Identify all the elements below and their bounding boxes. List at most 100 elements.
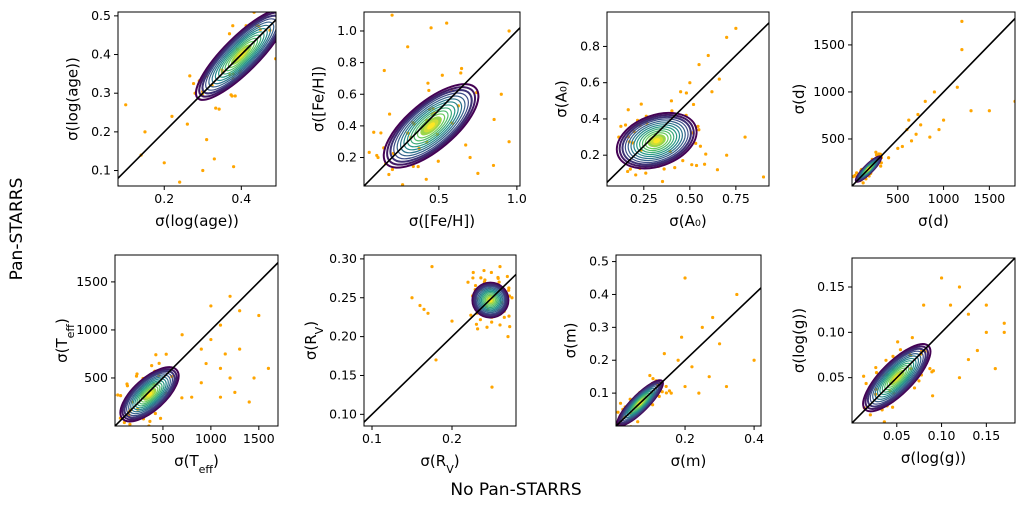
scatter-point [700,325,704,329]
scatter-point [694,141,698,145]
scatter-point [489,270,493,275]
density-contour [476,286,504,314]
scatter-point [229,93,233,97]
scatter-point [205,138,209,142]
scatter-point [636,420,640,424]
figure-xlabel: No Pan-STARRS [450,480,581,500]
subplot-6: 0.1 0.2 0.10 0.15 0.20 0.25 0.30 σ(RV) σ(RV) [302,251,517,476]
scatter-point [507,314,511,318]
scatter-point [923,99,927,103]
scatter-point [619,124,623,128]
scatter-point [293,36,296,39]
y-tick-label: 0.20 [329,329,357,344]
y-axis-label: σ([Fe/H]) [310,66,328,132]
scatter-point [424,177,428,181]
scatter-point [390,13,394,17]
scatter-point [698,144,703,148]
subplot-grid: 0.2 0.4 0.1 0.2 0.3 0.4 0.5 σ(log(age)) σ(log(ag… [53,0,1016,476]
scatter-point [406,45,410,49]
scatter-point [180,333,184,337]
identity-line [852,17,1015,186]
scatter-point [664,391,668,395]
y-tick-label: 1500 [76,274,108,289]
scatter-point [900,144,904,149]
scatter-point [376,155,380,160]
subplot-4: 500 1000 1500 500 1000 1500 σ(d) σ(d) [790,11,1016,230]
x-tick-label: 0.2 [154,191,174,206]
scatter-point [743,135,747,139]
scatter-point [485,325,489,329]
y-tick-label: 0.10 [817,324,845,339]
x-axis-label: σ(d) [918,212,949,230]
scatter-point [639,102,643,106]
y-tick-label: 0.2 [580,147,600,162]
scatter-point [676,358,680,362]
scatter-point [510,296,514,300]
scatter-point [110,393,113,396]
scatter-point [761,175,766,179]
scatter-point [232,165,236,169]
subplot-8: 0.05 0.10 0.15 0.05 0.10 0.15 σ(log(g)) σ(log(g… [790,257,1016,467]
y-tick-label: 0.4 [337,118,357,133]
x-tick-label: 0.75 [722,191,750,206]
scatter-point [459,66,464,71]
scatter-point [490,385,494,389]
scatter-point [734,26,738,30]
scatter-point [490,320,494,324]
plot-area [118,0,296,184]
scatter-point [697,391,701,395]
scatter-point [134,374,139,378]
x-axis-label: σ(log(g)) [901,449,966,467]
scatter-point [928,367,932,371]
scatter-point [917,379,921,383]
plot-area [364,13,520,186]
scatter-point [704,152,708,156]
scatter-point [623,123,628,127]
y-tick-label: 0.15 [817,279,845,294]
y-tick-label: 0.6 [580,75,600,90]
density-contour [132,378,167,411]
y-tick-label: 500 [821,131,845,146]
x-tick-label: 1000 [928,191,960,206]
density-contour [140,385,159,403]
scatter-point [697,62,701,67]
x-axis-label: σ(m) [671,452,707,470]
scatter-point [507,288,511,292]
scatter-point [212,157,216,161]
scatter-point [157,361,161,365]
scatter-point [264,0,267,1]
scatter-point [711,315,715,320]
scatter-point [690,163,694,167]
y-tick-label: 0.30 [329,251,357,266]
x-tick-label: 500 [886,191,910,206]
density-contour [389,89,473,163]
y-tick-label: 0.3 [589,319,609,334]
scatter-point [706,53,710,58]
scatter-point [217,107,221,111]
x-tick-label: 0.5 [429,191,449,206]
scatter-point [247,400,251,404]
axes-frame [363,11,521,187]
scatter-point [491,163,496,168]
scatter-point [506,335,510,339]
scatter-point [116,393,120,397]
scatter-point [367,150,371,154]
scatter-point [266,366,271,370]
subplot-2: 0.5 1.0 0.2 0.4 0.6 0.8 1.0 σ([Fe/H]) σ([Fe/H]) [310,11,527,230]
scatter-point [471,276,475,280]
scatter-point [966,357,971,362]
y-axis-label: σ(RV) [302,321,326,360]
x-axis-label: σ(log(age)) [155,212,239,230]
scatter-point [683,384,687,389]
scatter-point [283,16,286,19]
scatter-point [626,108,630,112]
plot-area [616,276,761,426]
scatter-point [178,180,182,184]
x-tick-label: 0.2 [442,431,462,446]
scatter-point [498,265,502,269]
scatter-point [170,114,174,118]
scatter-point [122,420,126,425]
y-axis-label: σ(m) [562,323,580,359]
scatter-point [898,348,903,352]
scatter-point [907,118,911,122]
